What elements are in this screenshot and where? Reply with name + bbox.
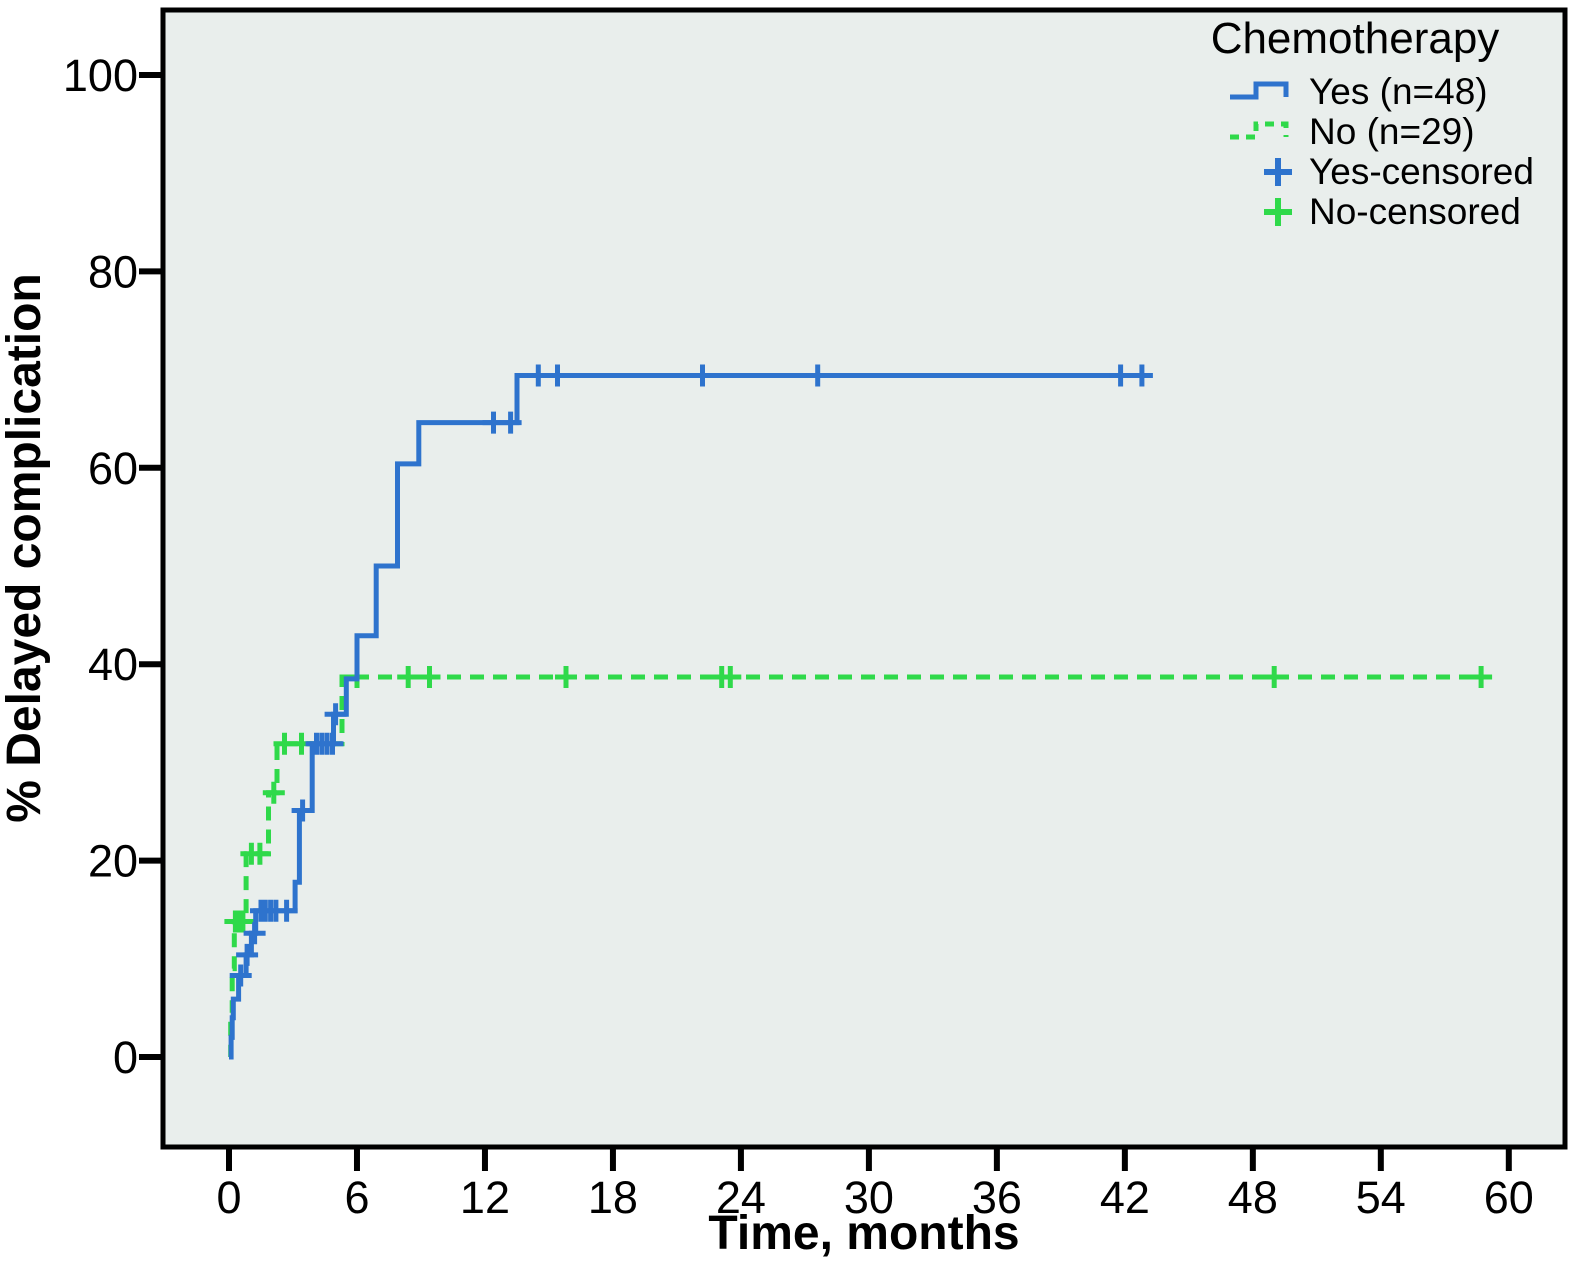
x-tick-label: 30 — [844, 1172, 894, 1223]
y-tick-label: 100 — [63, 50, 138, 101]
legend-item-no: No (n=29) — [1205, 111, 1505, 152]
y-tick-label: 80 — [88, 246, 138, 297]
legend-label-yes: Yes (n=48) — [1309, 71, 1488, 112]
x-tick-label: 0 — [216, 1172, 241, 1223]
y-tick-label: 40 — [88, 639, 138, 690]
no-step-line-key-icon — [1205, 120, 1309, 144]
legend-title: Chemotherapy — [1210, 14, 1500, 63]
x-tick-label: 60 — [1484, 1172, 1534, 1223]
yes-survival-curve — [228, 373, 1151, 1060]
legend-item-no-censored: No-censored — [1205, 191, 1521, 232]
x-tick-label: 48 — [1228, 1172, 1278, 1223]
x-tick-label: 36 — [972, 1172, 1022, 1223]
x-axis-title: Time, months — [708, 1207, 1019, 1260]
yes-censor-marks — [229, 364, 1153, 987]
yes-step-line-key-icon — [1205, 80, 1309, 104]
y-tick-label: 60 — [88, 443, 138, 494]
yes-censored-plus-key-icon — [1205, 155, 1309, 189]
x-tick-label: 54 — [1356, 1172, 1406, 1223]
plot-area — [163, 10, 1565, 1147]
x-tick-label: 42 — [1100, 1172, 1150, 1223]
x-tick-label: 18 — [588, 1172, 638, 1223]
y-tick-label: 20 — [88, 836, 138, 887]
x-tick-label: 24 — [716, 1172, 766, 1223]
x-tick-label: 6 — [344, 1172, 369, 1223]
legend: Chemotherapy Yes (n=48) No (n=29) — [1205, 14, 1534, 232]
plot-frame — [160, 7, 1568, 1150]
y-axis-title: % Delayed complication — [0, 273, 51, 823]
no-censored-plus-key-icon — [1205, 195, 1309, 229]
legend-label-no-censored: No-censored — [1309, 191, 1521, 232]
x-tick-label: 12 — [460, 1172, 510, 1223]
y-tick-label: 0 — [113, 1032, 138, 1083]
legend-item-yes: Yes (n=48) — [1205, 71, 1505, 112]
legend-label-yes-censored: Yes-censored — [1309, 151, 1534, 192]
legend-item-yes-censored: Yes-censored — [1205, 151, 1534, 192]
legend-label-no: No (n=29) — [1309, 111, 1475, 152]
